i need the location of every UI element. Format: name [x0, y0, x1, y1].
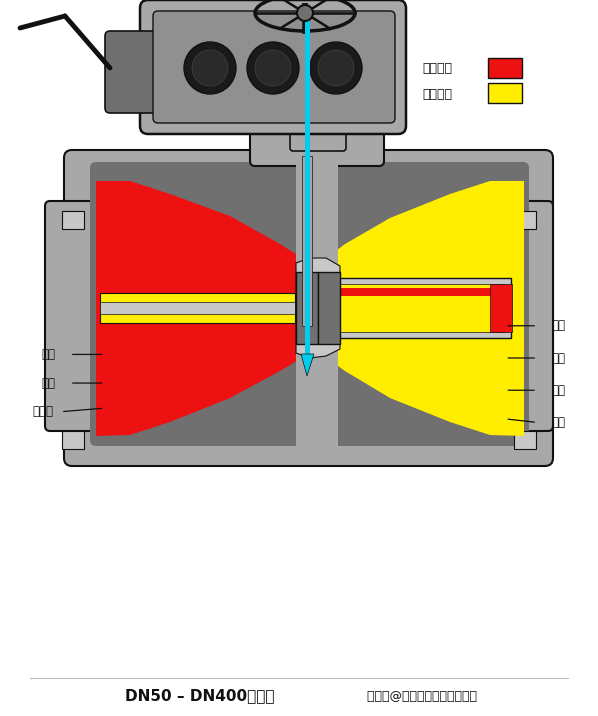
- Bar: [301, 86, 335, 116]
- Circle shape: [192, 50, 228, 86]
- Bar: [514, 211, 536, 229]
- FancyBboxPatch shape: [90, 162, 529, 446]
- FancyBboxPatch shape: [290, 119, 346, 151]
- FancyBboxPatch shape: [497, 201, 553, 431]
- Text: 阀体: 阀体: [551, 319, 565, 332]
- Text: 套筒: 套筒: [551, 384, 565, 397]
- Text: DN50 – DN400结构图: DN50 – DN400结构图: [125, 689, 274, 704]
- Circle shape: [310, 42, 362, 94]
- Bar: [318, 272, 340, 344]
- Polygon shape: [301, 354, 314, 376]
- Bar: [490, 284, 512, 332]
- Bar: [298, 0, 338, 61]
- FancyBboxPatch shape: [105, 31, 171, 113]
- Text: 出口压力: 出口压力: [422, 87, 452, 100]
- Text: 阀芯: 阀芯: [551, 352, 565, 364]
- Bar: [62, 211, 84, 229]
- Circle shape: [255, 50, 291, 86]
- Bar: [330, 288, 504, 296]
- Bar: [304, 0, 332, 56]
- Bar: [488, 83, 522, 103]
- Circle shape: [247, 42, 299, 94]
- FancyBboxPatch shape: [153, 11, 395, 123]
- Text: 推杆: 推杆: [42, 348, 56, 361]
- FancyBboxPatch shape: [45, 201, 101, 431]
- Circle shape: [297, 5, 313, 21]
- Text: 搜狐号@上海奇众阀门销售总部: 搜狐号@上海奇众阀门销售总部: [363, 690, 477, 702]
- FancyBboxPatch shape: [274, 67, 360, 130]
- Bar: [292, 69, 342, 91]
- Bar: [330, 284, 504, 332]
- Bar: [100, 302, 295, 314]
- Text: 阀杆: 阀杆: [42, 377, 56, 390]
- Bar: [488, 58, 522, 78]
- Bar: [100, 293, 295, 323]
- Bar: [296, 160, 338, 450]
- Text: 入口压力: 入口压力: [422, 62, 452, 75]
- FancyBboxPatch shape: [64, 150, 553, 466]
- Text: 导流罩: 导流罩: [33, 405, 54, 418]
- FancyBboxPatch shape: [250, 118, 384, 166]
- Bar: [62, 431, 84, 449]
- Bar: [323, 293, 498, 323]
- Bar: [323, 302, 498, 314]
- Polygon shape: [96, 181, 310, 436]
- Polygon shape: [320, 181, 524, 436]
- Circle shape: [184, 42, 236, 94]
- Bar: [305, 16, 310, 356]
- FancyBboxPatch shape: [284, 53, 350, 79]
- FancyBboxPatch shape: [140, 0, 406, 134]
- Bar: [514, 431, 536, 449]
- Bar: [302, 156, 312, 326]
- Text: 阀座: 阀座: [551, 416, 565, 429]
- Polygon shape: [296, 258, 340, 358]
- Circle shape: [318, 50, 354, 86]
- Bar: [296, 272, 318, 344]
- Bar: [323, 278, 511, 338]
